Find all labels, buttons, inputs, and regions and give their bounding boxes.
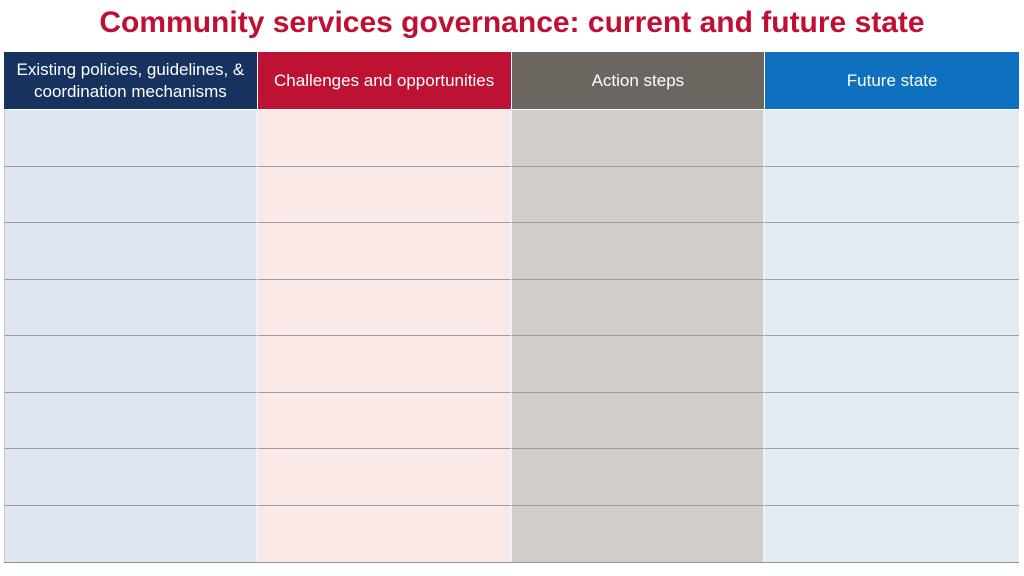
column-header-action-steps: Action steps (511, 52, 766, 110)
table-cell (511, 392, 766, 449)
table-cell (257, 166, 512, 223)
column-header-future-state: Future state (765, 52, 1019, 110)
table-row (4, 505, 1019, 562)
table-row (4, 223, 1019, 280)
slide-title: Community services governance: current a… (99, 6, 925, 39)
table-cell (511, 223, 766, 280)
table-cell (765, 392, 1019, 449)
table-cell (4, 336, 258, 393)
table-row (4, 166, 1019, 223)
table-cell (257, 279, 512, 336)
table-cell (511, 279, 766, 336)
table-cell (4, 505, 258, 562)
table-cell (4, 223, 258, 280)
table-cell (511, 110, 766, 167)
table-header-row: Existing policies, guidelines, & coordin… (4, 52, 1019, 110)
table-cell (511, 505, 766, 562)
table-cell (765, 279, 1019, 336)
table-cell (257, 505, 512, 562)
table-cell (765, 336, 1019, 393)
table-cell (4, 166, 258, 223)
table-cell (257, 392, 512, 449)
table-cell (4, 392, 258, 449)
governance-table: Existing policies, guidelines, & coordin… (4, 52, 1019, 563)
table-row (4, 392, 1019, 449)
table-row (4, 336, 1019, 393)
table-row (4, 110, 1019, 167)
table-cell (511, 449, 766, 506)
table-cell (765, 449, 1019, 506)
table-cell (257, 336, 512, 393)
table-cell (765, 223, 1019, 280)
table-cell (257, 449, 512, 506)
table-cell (765, 166, 1019, 223)
table-cell (257, 223, 512, 280)
column-header-existing-policies: Existing policies, guidelines, & coordin… (4, 52, 258, 110)
table-body (4, 110, 1019, 562)
table-cell (4, 279, 258, 336)
table-cell (257, 110, 512, 167)
table-cell (765, 110, 1019, 167)
column-header-challenges-opportunities: Challenges and opportunities (257, 52, 512, 110)
table-cell (765, 505, 1019, 562)
table-cell (511, 336, 766, 393)
table-cell (4, 449, 258, 506)
table-row (4, 449, 1019, 506)
table-row (4, 279, 1019, 336)
table-cell (511, 166, 766, 223)
table-cell (4, 110, 258, 167)
